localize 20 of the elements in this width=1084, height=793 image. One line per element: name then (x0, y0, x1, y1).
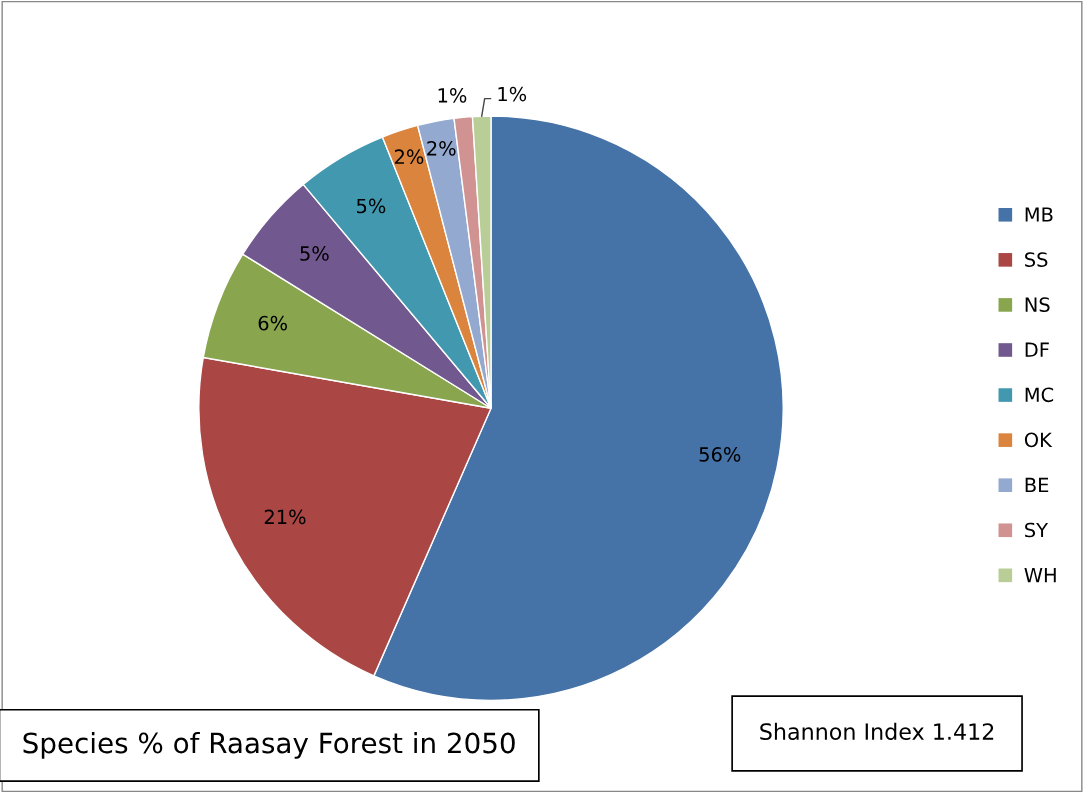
legend-label: WH (1024, 567, 1056, 583)
data-label: 5% (357, 198, 386, 214)
legend-label: SS (1025, 252, 1048, 267)
data-label: 21% (264, 509, 306, 525)
legend-label: MB (1025, 207, 1053, 222)
legend-label: MC (1025, 387, 1054, 403)
data-label: 1% (438, 87, 467, 103)
data-label: 1% (498, 86, 527, 102)
text: Shannon Index 1.412 (760, 722, 994, 740)
legend-label: BE (1025, 477, 1049, 492)
text: Species % of Raasay Forest in 2050 (23, 731, 515, 759)
data-label: 2% (394, 149, 424, 165)
data-label: 56% (699, 447, 741, 462)
legend-label: NS (1025, 297, 1050, 312)
legend-label: SY (1025, 522, 1049, 538)
data-label: 2% (427, 140, 456, 156)
data-label: 5% (300, 246, 329, 261)
legend-label: DF (1025, 342, 1049, 357)
legend-label: OK (1024, 432, 1053, 448)
data-label: 6% (258, 315, 288, 331)
